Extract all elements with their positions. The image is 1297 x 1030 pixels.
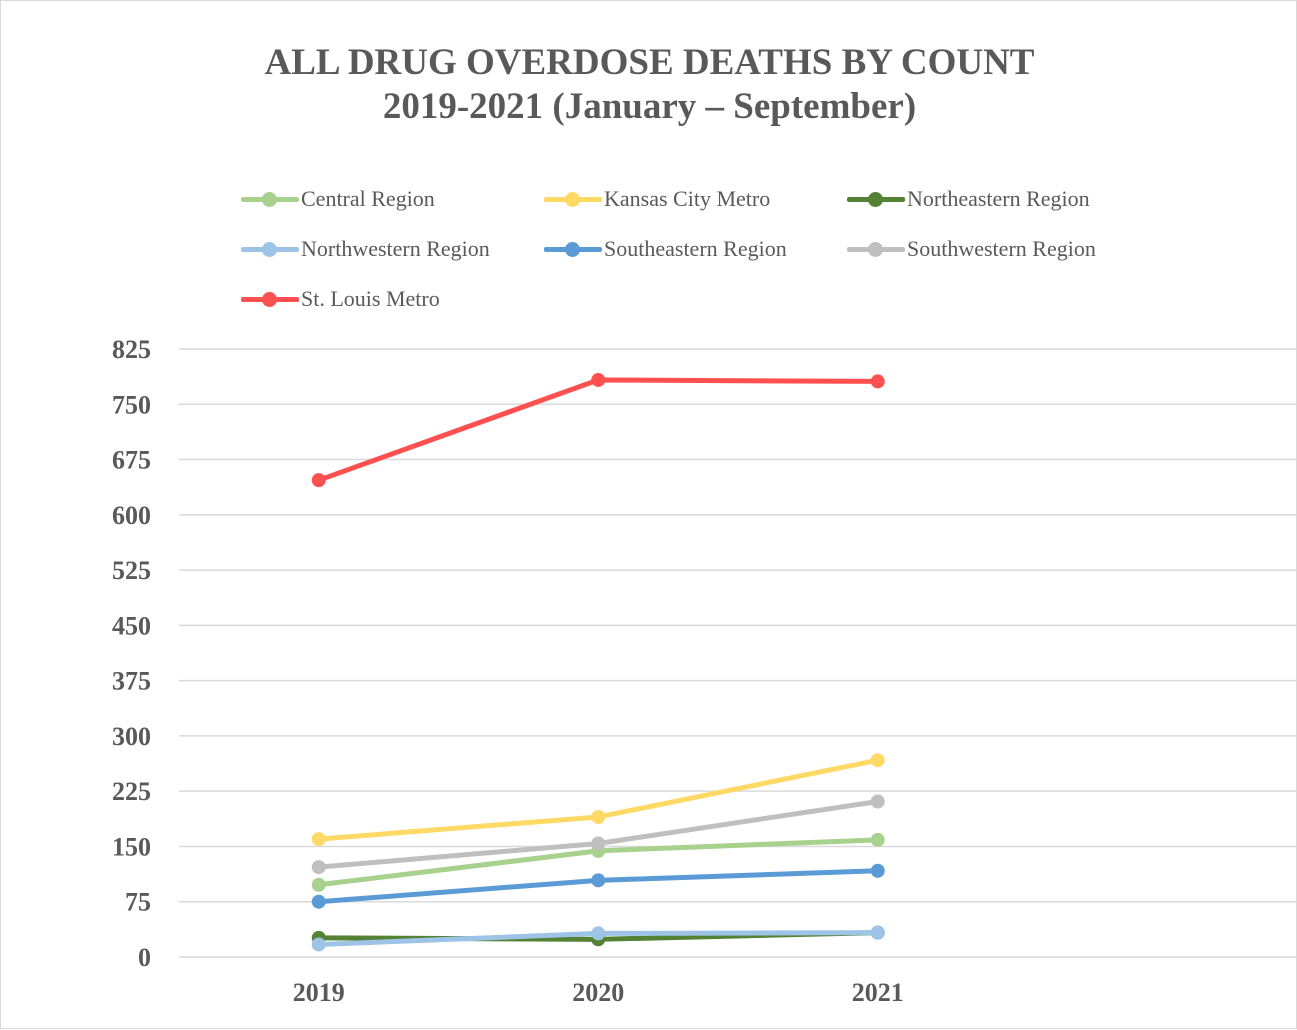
data-point-southeastern-region-2020 (591, 873, 606, 888)
legend-item-kansas-city-metro: Kansas City Metro (544, 181, 770, 217)
legend-item-southwestern-region: Southwestern Region (847, 231, 1096, 267)
data-point-southeastern-region-2021 (870, 863, 885, 878)
legend-swatch-southwestern-region (847, 231, 905, 267)
series-line-kansas-city-metro (316, 757, 881, 842)
y-tick-label-300: 300 (112, 722, 151, 751)
data-point-southwestern-region-2021 (870, 794, 885, 809)
data-point-southeastern-region-2019 (311, 894, 326, 909)
x-tick-label-2021: 2021 (852, 978, 904, 1007)
legend-label-central-region: Central Region (301, 186, 435, 211)
legend-item-northeastern-region: Northeastern Region (847, 181, 1090, 217)
y-tick-label-375: 375 (112, 667, 151, 696)
legend-label-st-louis-metro: St. Louis Metro (301, 286, 440, 311)
legend-item-st-louis-metro: St. Louis Metro (241, 281, 440, 317)
legend-item-northwestern-region: Northwestern Region (241, 231, 490, 267)
data-point-northwestern-region-2021 (870, 925, 885, 940)
legend-label-northwestern-region: Northwestern Region (301, 236, 490, 261)
x-tick-label-2020: 2020 (572, 978, 624, 1007)
y-tick-label-0: 0 (138, 943, 151, 972)
data-point-central-region-2021 (870, 832, 885, 847)
series-line-st-louis-metro (316, 377, 881, 483)
y-tick-label-225: 225 (112, 777, 151, 806)
legend-label-kansas-city-metro: Kansas City Metro (604, 186, 771, 211)
legend-item-central-region: Central Region (241, 181, 435, 217)
y-tick-label-525: 525 (112, 556, 151, 585)
legend-swatch-northeastern-region (847, 181, 905, 217)
legend-label-northeastern-region: Northeastern Region (907, 186, 1090, 211)
legend-label-southwestern-region: Southwestern Region (907, 236, 1096, 261)
data-point-northwestern-region-2019 (311, 937, 326, 952)
legend-swatch-kansas-city-metro (544, 181, 602, 217)
y-tick-label-75: 75 (125, 888, 151, 917)
data-point-northwestern-region-2020 (591, 926, 606, 941)
legend-swatch-southeastern-region (544, 231, 602, 267)
legend-swatch-northwestern-region (241, 231, 299, 267)
y-tick-label-675: 675 (112, 446, 151, 475)
data-point-central-region-2019 (311, 877, 326, 892)
chart-title-line-2: 2019-2021 (January – September) (382, 86, 917, 127)
legend-item-southeastern-region: Southeastern Region (544, 231, 787, 267)
x-tick-label-2019: 2019 (293, 978, 345, 1007)
legend-label-southeastern-region: Southeastern Region (604, 236, 787, 261)
y-tick-label-825: 825 (112, 335, 151, 364)
chart-title: ALL DRUG OVERDOSE DEATHS BY COUNT 2019-2… (1, 41, 1297, 129)
chart-title-line-1: ALL DRUG OVERDOSE DEATHS BY COUNT (264, 42, 1035, 83)
data-point-kansas-city-metro-2021 (870, 753, 885, 768)
data-point-kansas-city-metro-2020 (591, 809, 606, 824)
legend-swatch-central-region (241, 181, 299, 217)
legend-swatch-st-louis-metro (241, 281, 299, 317)
data-point-southwestern-region-2019 (311, 860, 326, 875)
data-point-southwestern-region-2020 (591, 836, 606, 851)
y-tick-label-600: 600 (112, 501, 151, 530)
data-point-st-louis-metro-2021 (870, 374, 885, 389)
data-point-st-louis-metro-2020 (591, 372, 606, 387)
data-point-kansas-city-metro-2019 (311, 832, 326, 847)
y-tick-label-750: 750 (112, 390, 151, 419)
y-tick-label-450: 450 (112, 611, 151, 640)
y-tick-label-150: 150 (112, 832, 151, 861)
data-point-st-louis-metro-2019 (311, 473, 326, 488)
